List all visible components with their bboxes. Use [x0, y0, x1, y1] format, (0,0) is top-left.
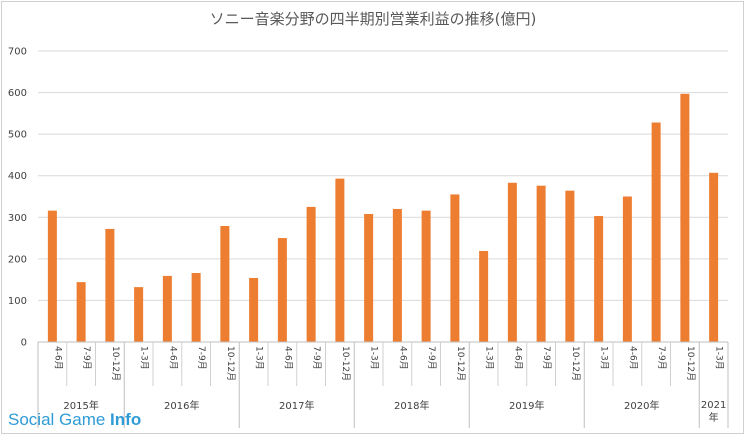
bar: [306, 206, 316, 342]
bar: [622, 196, 632, 342]
year-label: 2015年: [63, 399, 98, 412]
y-tick-label: 600: [8, 88, 27, 99]
y-tick-label: 200: [8, 254, 27, 265]
bar: [392, 208, 402, 342]
category-label: 7-9月: [426, 346, 437, 370]
category-label: 7-9月: [656, 346, 667, 370]
category-label: 10-12月: [685, 346, 696, 381]
bar: [565, 190, 575, 342]
bar: [536, 185, 546, 342]
category-label: 4-6月: [167, 346, 178, 370]
bars: [47, 93, 719, 342]
category-label: 7-9月: [81, 346, 92, 370]
bar: [162, 275, 172, 342]
bar: [277, 238, 287, 342]
category-label: 10-12月: [225, 346, 236, 381]
category-label: 1-3月: [139, 346, 150, 370]
y-tick-label: 400: [8, 171, 27, 182]
bar: [249, 277, 259, 342]
gridlines: [38, 50, 728, 301]
y-tick-label: 700: [8, 47, 27, 58]
year-label: 2021: [701, 400, 726, 411]
category-label: 7-9月: [196, 346, 207, 370]
category-label: 4-6月: [512, 346, 523, 370]
y-tick-label: 300: [8, 213, 27, 224]
bar: [134, 287, 144, 342]
x-axis: 4-6月 7-9月 10-12月 1-3月 4-6月 7-9月 10-12月 1-3月 4-6月…: [37, 341, 729, 428]
category-label: 4-6月: [397, 346, 408, 370]
category-label: 4-6月: [282, 346, 293, 370]
category-label: 10-12月: [110, 346, 121, 381]
category-label: 1-3月: [714, 346, 725, 370]
category-label: 10-12月: [570, 346, 581, 381]
year-label: 2018年: [394, 399, 429, 412]
category-label: 10-12月: [340, 346, 351, 381]
bar: [507, 182, 517, 342]
y-tick-label: 100: [8, 296, 27, 307]
year-label: 2019年: [509, 399, 544, 412]
year-label: 2020年: [624, 399, 659, 412]
year-label: 2017年: [279, 399, 314, 412]
category-label: 4-6月: [52, 346, 63, 370]
category-label: 4-6月: [627, 346, 638, 370]
bar: [479, 250, 489, 342]
category-label: 1-3月: [599, 346, 610, 370]
watermark-logo: Social Game Info: [8, 410, 141, 430]
category-label: 1-3月: [254, 346, 265, 370]
bar: [105, 228, 115, 342]
category-label: 1-3月: [484, 346, 495, 370]
bar: [680, 93, 690, 342]
bar: [421, 210, 431, 342]
watermark-text-bold: Info: [110, 410, 142, 429]
bar: [335, 178, 345, 342]
bar: [76, 282, 86, 342]
bar: [709, 172, 719, 342]
bar: [651, 122, 661, 342]
bar: [364, 213, 374, 342]
bar: [220, 226, 230, 342]
year-label-suffix: 年: [709, 411, 719, 424]
y-tick-label: 500: [8, 130, 27, 141]
category-label: 1-3月: [369, 346, 380, 370]
category-label: 10-12月: [455, 346, 466, 381]
category-label: 7-9月: [311, 346, 322, 370]
y-tick-label: 0: [21, 338, 27, 349]
bar: [594, 216, 604, 342]
category-label: 7-9月: [541, 346, 552, 370]
y-axis: 0 100 200 300 400 500 600 700: [8, 47, 27, 349]
bar: [191, 272, 201, 342]
bar: [450, 194, 460, 342]
year-label: 2016年: [164, 399, 199, 412]
bar: [47, 210, 57, 342]
chart-title: ソニー音楽分野の四半期別営業利益の推移(億円): [210, 10, 537, 28]
watermark-text: Social Game: [8, 410, 111, 429]
